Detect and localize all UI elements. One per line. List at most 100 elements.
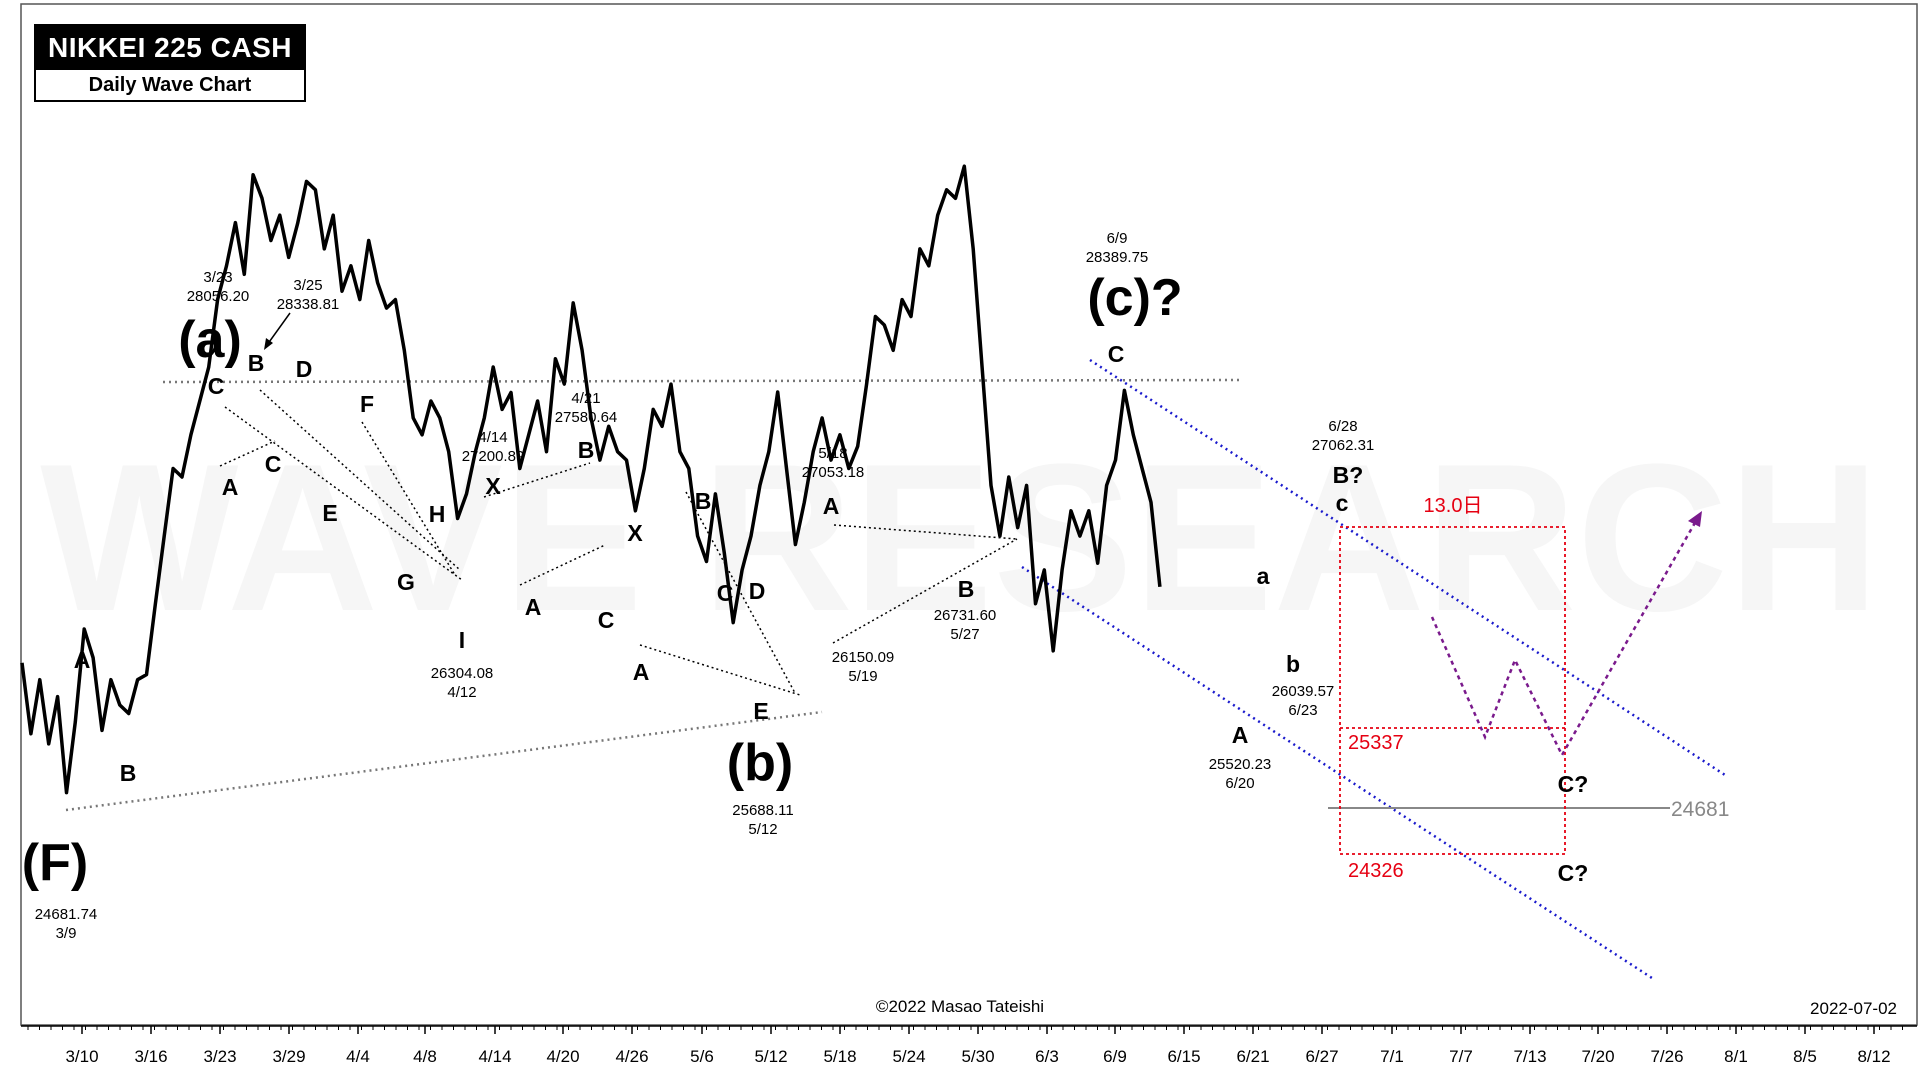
annotation-date: 5/18 <box>818 445 847 462</box>
x-tick-label: 8/1 <box>1724 1047 1748 1066</box>
annotation-date: 4/12 <box>447 684 476 701</box>
x-tick-label: 7/1 <box>1380 1047 1404 1066</box>
annotation-price: 26731.60 <box>934 607 997 624</box>
x-tick-label: 4/8 <box>413 1047 437 1066</box>
chart-date: 2022-07-02 <box>1810 999 1897 1018</box>
wave-label: B <box>695 488 712 514</box>
price-line <box>20 164 1162 795</box>
x-tick-label: 7/26 <box>1650 1047 1683 1066</box>
annotation-date: 6/20 <box>1225 775 1254 792</box>
annotation-price: 24681.74 <box>35 906 98 923</box>
wave-label: C <box>265 451 282 477</box>
annotation-date: 4/21 <box>571 390 600 407</box>
wave-label: A <box>525 594 542 620</box>
wave-label: H <box>429 501 446 527</box>
subwave-label: c <box>1336 490 1349 516</box>
triangle-lower <box>832 538 1018 644</box>
wave-label: A <box>1232 722 1249 748</box>
trendline-x-lower <box>519 544 606 586</box>
x-tick-label: 7/7 <box>1449 1047 1473 1066</box>
annotation-price: 27062.31 <box>1312 437 1375 454</box>
chart-subtitle: Daily Wave Chart <box>88 74 252 96</box>
annotation-price: 26039.57 <box>1272 683 1335 700</box>
wave-label: I <box>459 627 465 653</box>
wave-label: X <box>627 520 643 546</box>
annotation-date: 6/23 <box>1288 702 1317 719</box>
annotation-price: 27053.18 <box>802 464 865 481</box>
copyright-text: ©2022 Masao Tateishi <box>876 997 1044 1016</box>
annotation-date: 5/12 <box>748 821 777 838</box>
trendline-x-upper <box>483 462 591 498</box>
x-tick-label: 4/20 <box>546 1047 579 1066</box>
x-tick-label: 5/30 <box>961 1047 994 1066</box>
wave-label: D <box>749 578 766 604</box>
annotation-price: 27200.89 <box>462 448 525 465</box>
x-tick-label: 8/12 <box>1857 1047 1890 1066</box>
annotation-price: 26150.09 <box>832 649 895 666</box>
x-tick-label: 6/3 <box>1035 1047 1059 1066</box>
wave-label: E <box>322 500 337 526</box>
annotation-date: 5/27 <box>950 626 979 643</box>
x-tick-label: 5/24 <box>892 1047 925 1066</box>
wave-label: (b) <box>727 734 793 792</box>
annotation-price: 25520.23 <box>1209 756 1272 773</box>
annotation-price: 28056.20 <box>187 288 250 305</box>
annotation-date: 3/23 <box>203 269 232 286</box>
x-tick-label: 7/20 <box>1581 1047 1614 1066</box>
wave-label: X <box>485 473 501 499</box>
wave-label: C <box>1108 341 1125 367</box>
wave-label: C? <box>1558 860 1589 886</box>
x-tick-label: 3/10 <box>65 1047 98 1066</box>
price-target-label: 24326 <box>1348 860 1404 882</box>
wave-label: B? <box>1333 462 1364 488</box>
x-tick-label: 5/18 <box>823 1047 856 1066</box>
wave-label: A <box>222 474 239 500</box>
wave-label: B <box>248 350 265 376</box>
x-tick-label: 3/29 <box>272 1047 305 1066</box>
wave-label: F <box>360 391 374 417</box>
subwave-label: a <box>1257 563 1270 589</box>
wave-label: A <box>823 493 840 519</box>
x-tick-label: 4/26 <box>615 1047 648 1066</box>
x-tick-label: 8/5 <box>1793 1047 1817 1066</box>
trendline-a-lower <box>219 440 276 467</box>
wave-label: B <box>578 437 595 463</box>
price-target-label: 25337 <box>1348 732 1404 754</box>
wave-label: D <box>296 356 313 382</box>
annotation-arrowhead <box>264 338 273 350</box>
triangle-upper <box>833 524 1018 540</box>
subwave-label: b <box>1286 651 1300 677</box>
x-tick-label: 3/23 <box>203 1047 236 1066</box>
annotation-price: 25688.11 <box>732 802 793 819</box>
plot-frame <box>20 3 1918 1026</box>
x-tick-label: 6/9 <box>1103 1047 1127 1066</box>
reference-level-label: 24681 <box>1671 798 1729 821</box>
x-tick-label: 3/16 <box>134 1047 167 1066</box>
wave-label: (a) <box>178 311 242 369</box>
x-tick-label: 4/4 <box>346 1047 370 1066</box>
x-tick-label: 7/13 <box>1513 1047 1546 1066</box>
wave-label: A <box>74 647 91 673</box>
wave-label: B <box>120 760 137 786</box>
wave-label: A <box>633 659 650 685</box>
annotation-date: 6/28 <box>1328 418 1357 435</box>
wave-label: E <box>753 698 768 724</box>
annotation-date: 3/9 <box>56 925 77 942</box>
wave-label: C <box>598 607 615 633</box>
wave-label: B <box>958 576 975 602</box>
wave-label: (c)? <box>1087 269 1182 327</box>
support-line-lower <box>65 710 823 812</box>
trendline-b-upper <box>685 491 796 694</box>
time-target-label: 13.0日 <box>1424 495 1483 517</box>
x-tick-label: 6/27 <box>1305 1047 1338 1066</box>
annotation-date: 6/9 <box>1107 230 1128 247</box>
wave-label: C <box>717 580 734 606</box>
x-tick-label: 5/12 <box>754 1047 787 1066</box>
chart-title-box: NIKKEI 225 CASH Daily Wave Chart <box>34 24 306 102</box>
projection-arrowhead <box>1688 511 1702 527</box>
x-tick-label: 6/21 <box>1236 1047 1269 1066</box>
wave-label: G <box>397 569 415 595</box>
annotation-price: 28389.75 <box>1086 249 1149 266</box>
